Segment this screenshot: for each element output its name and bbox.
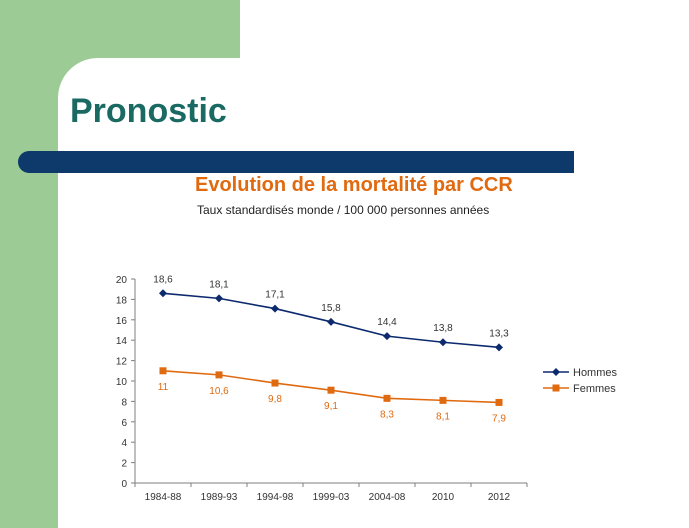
y-tick-label: 10	[116, 377, 128, 388]
point-femmes	[439, 396, 447, 404]
data-label-femmes: 7,9	[492, 413, 506, 424]
data-label-femmes: 10,6	[209, 386, 229, 397]
chart-title: Evolution de la mortalité par CCR	[195, 174, 513, 196]
y-tick-label: 8	[121, 397, 127, 408]
y-tick-label: 4	[121, 438, 127, 449]
point-hommes	[439, 338, 447, 347]
data-label-femmes: 11	[158, 382, 169, 393]
point-hommes	[215, 294, 223, 303]
data-label-hommes: 14,4	[377, 317, 397, 328]
x-tick-label: 2004-08	[369, 492, 406, 503]
slide-top-band	[240, 0, 689, 58]
y-tick-label: 0	[121, 479, 127, 490]
mortality-line-chart: 0 2 4 6 8 10 12 14 16 18 20 1984-88 1989-93 1994-98 19…	[116, 274, 618, 503]
data-label-hommes: 17,1	[265, 290, 285, 301]
legend-marker-femmes	[552, 384, 560, 392]
point-femmes	[383, 394, 391, 402]
x-tick-label: 2012	[488, 492, 511, 503]
x-tick-label: 2010	[432, 492, 455, 503]
y-tick-label: 12	[116, 357, 128, 368]
point-hommes	[495, 343, 503, 352]
x-tick-label: 1999-03	[313, 492, 350, 503]
y-tick-label: 2	[121, 459, 127, 470]
data-label-femmes: 8,1	[436, 411, 450, 422]
x-tick-label: 1994-98	[257, 492, 294, 503]
data-label-femmes: 9,1	[324, 401, 338, 412]
x-tick-label: 1989-93	[201, 492, 238, 503]
data-label-hommes: 18,6	[153, 274, 173, 285]
point-hommes	[383, 332, 391, 341]
chart-subtitle: Taux standardisés monde / 100 000 person…	[197, 203, 490, 217]
point-femmes	[215, 371, 223, 379]
point-hommes	[159, 289, 167, 298]
point-hommes	[271, 304, 279, 313]
data-label-hommes: 18,1	[209, 279, 229, 290]
title-banner-bar	[18, 151, 574, 173]
legend-label-femmes: Femmes	[573, 383, 616, 395]
data-label-hommes: 15,8	[321, 303, 341, 314]
data-label-hommes: 13,8	[433, 323, 453, 334]
point-femmes	[495, 398, 503, 406]
x-tick-label: 1984-88	[145, 492, 182, 503]
data-label-femmes: 8,3	[380, 409, 394, 420]
y-tick-label: 6	[121, 418, 127, 429]
point-femmes	[159, 367, 167, 375]
y-tick-label: 20	[116, 275, 128, 286]
y-tick-label: 14	[116, 336, 128, 347]
legend-label-hommes: Hommes	[573, 367, 618, 379]
legend-marker-hommes	[552, 368, 560, 376]
point-hommes	[327, 317, 335, 326]
y-tick-label: 18	[116, 295, 128, 306]
y-tick-label: 16	[116, 316, 128, 327]
data-label-femmes: 9,8	[268, 394, 282, 405]
point-femmes	[271, 379, 279, 387]
data-label-hommes: 13,3	[489, 328, 509, 339]
slide-title: Pronostic	[70, 92, 227, 130]
point-femmes	[327, 386, 335, 394]
